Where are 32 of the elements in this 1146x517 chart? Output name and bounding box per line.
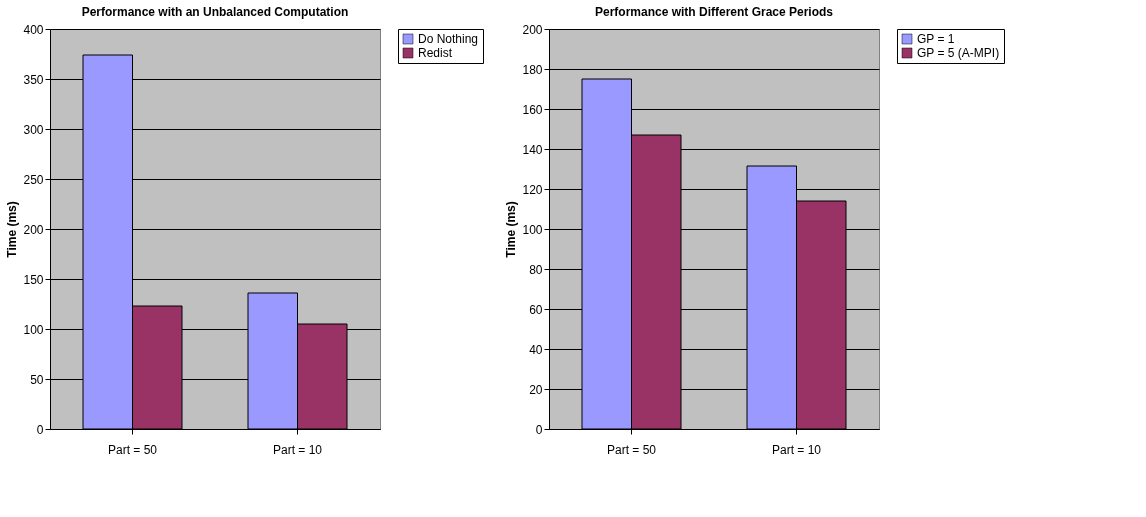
x-tick-label: Part = 50 [107, 442, 158, 457]
y-tick-label: 40 [529, 342, 543, 357]
x-tick-label: Part = 10 [272, 442, 323, 457]
y-tick-label: 120 [522, 182, 543, 197]
y-axis-title: Time (ms) [5, 201, 20, 258]
y-tick-label: 250 [23, 172, 44, 187]
y-tick-label: 60 [529, 302, 543, 317]
y-tick-label: 160 [522, 102, 543, 117]
legend-label: Redist [418, 46, 453, 60]
y-tick-label: 400 [23, 22, 44, 37]
y-tick-label: 80 [529, 262, 543, 277]
y-tick-label: 0 [535, 422, 543, 437]
y-tick-label: 300 [23, 122, 44, 137]
y-tick-label: 100 [23, 322, 44, 337]
y-tick-label: 50 [30, 372, 44, 387]
chart-title: Performance with an Unbalanced Computation [81, 5, 349, 19]
legend-label: GP = 5 (A-MPI) [917, 46, 1000, 60]
y-tick-label: 180 [522, 62, 543, 77]
y-tick-label: 140 [522, 142, 543, 157]
y-tick-label: 200 [522, 22, 543, 37]
y-tick-label: 20 [529, 382, 543, 397]
y-axis-title: Time (ms) [504, 201, 519, 258]
y-tick-label: 100 [522, 222, 543, 237]
y-tick-label: 150 [23, 272, 44, 287]
y-tick-label: 200 [23, 222, 44, 237]
x-tick-label: Part = 10 [771, 442, 822, 457]
x-tick-label: Part = 50 [606, 442, 657, 457]
chart-title: Performance with Different Grace Periods [594, 5, 834, 19]
y-tick-label: 0 [36, 422, 44, 437]
legend-label: Do Nothing [418, 32, 479, 46]
legend-label: GP = 1 [917, 32, 955, 46]
y-tick-label: 350 [23, 72, 44, 87]
